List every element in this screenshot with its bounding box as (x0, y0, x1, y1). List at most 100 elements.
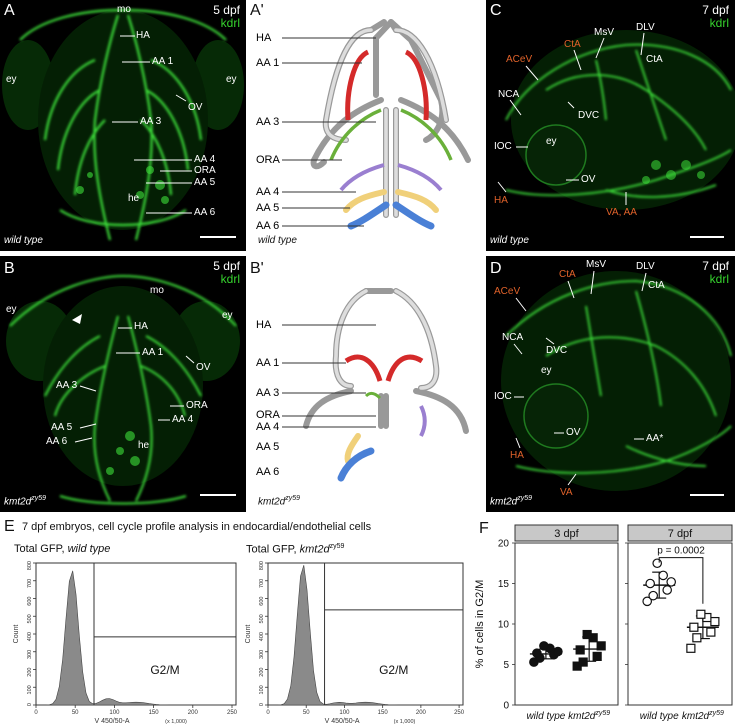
label-ov: OV (581, 174, 596, 185)
panel-letter: A' (250, 2, 264, 19)
data-point (658, 570, 668, 581)
x-category-label: kmt2dzy59 (568, 710, 610, 722)
label-cta-orange: CtA (564, 39, 581, 50)
y-tick-label: 500 (27, 614, 33, 623)
panel-b-vessels (6, 274, 240, 505)
label-cta: CtA (648, 280, 665, 291)
data-point (592, 651, 602, 661)
panel-f-scatter: F % of cells in G2/M 3 dpf 0 5 10 15 20 wild ty… (465, 515, 735, 727)
panel-c-vessels (505, 30, 735, 210)
y-tick-label: 20 (498, 539, 510, 550)
facet-3dpf: 3 dpf 0 5 10 15 20 wild type kmt2dzy59 (498, 524, 619, 722)
panel-letter: E (4, 518, 15, 535)
schematic-vessels-mutant (282, 288, 469, 482)
data-point (696, 609, 706, 619)
label-ov: OV (188, 102, 203, 113)
label-ora: ORA (256, 409, 280, 421)
x-tick-label: 200 (188, 710, 199, 716)
label-ora: ORA (186, 400, 208, 411)
label-mo: mo (150, 285, 164, 296)
data-point (689, 622, 699, 632)
x-tick-label: 100 (109, 710, 120, 716)
series-3dpf-wt (529, 641, 563, 667)
label-ioc: IOC (494, 141, 512, 152)
x-axis-label: V 450/50-A (325, 718, 360, 725)
y-tick-label: 10 (498, 620, 510, 631)
histogram-right-title: Total GFP, kmt2dzy59 (246, 543, 345, 556)
x-category-sup: zy59 (594, 710, 610, 717)
genotype-label: kmt2dzy59 (4, 494, 47, 507)
scale-bar (200, 236, 236, 238)
label-va-aa: VA, AA (606, 207, 637, 218)
label-msv: MsV (586, 259, 606, 270)
label-mo: mo (117, 4, 131, 15)
x-category-sup: zy59 (708, 710, 724, 717)
y-tick-label: 800 (259, 561, 265, 570)
x-tick-label: 250 (227, 710, 238, 716)
y-tick-label: 5 (503, 660, 509, 671)
label-ha: HA (136, 30, 150, 41)
label-aa1: AA 1 (142, 347, 164, 358)
y-tick-label: 0 (259, 703, 265, 706)
genotype-label: wild type (490, 235, 529, 246)
label-ey-right: ey (226, 74, 237, 85)
x-tick-label: 150 (149, 710, 160, 716)
x-category-label: kmt2dzy59 (682, 710, 724, 722)
label-aa6: AA 6 (256, 220, 280, 232)
label-aa5: AA 5 (51, 422, 73, 433)
label-aa1: AA 1 (256, 57, 280, 69)
histogram-area (268, 565, 463, 706)
schematic-vessels-wt (282, 19, 471, 230)
label-dvc: DVC (546, 345, 568, 356)
series-3dpf-mut (572, 629, 606, 671)
data-point (645, 578, 655, 589)
data-point (553, 646, 563, 657)
y-tick-label: 100 (27, 685, 33, 694)
x-axis-label: V 450/50-A (94, 718, 129, 725)
panel-b-prime-schematic: B' HA AA 1 AA 3 ORA AA 4 AA 5 AA 6 kmt2d… (246, 256, 484, 512)
y-tick-label: 200 (27, 668, 33, 677)
genotype-label: kmt2dzy59 (258, 494, 301, 507)
label-ioc: IOC (494, 391, 512, 402)
label-nca: NCA (502, 332, 524, 343)
y-tick-label: 200 (259, 668, 265, 677)
genotype-label: wild type (258, 235, 297, 246)
label-ey-left: ey (6, 74, 17, 85)
data-point (582, 629, 592, 640)
label-aa4: AA 4 (256, 421, 280, 433)
label-aa3: AA 3 (256, 116, 280, 128)
genotype-label: kmt2dzy59 (490, 494, 533, 507)
x-tick-label: 50 (303, 710, 310, 716)
facet-header (514, 524, 619, 542)
label-aa4: AA 4 (256, 186, 280, 198)
label-ov: OV (566, 427, 581, 438)
panel-e-flow-cytometry: E 7 dpf embryos, cell cycle profile anal… (0, 515, 465, 727)
panel-a-vessels (2, 8, 244, 241)
y-tick-label: 0 (503, 701, 509, 712)
label-aa5: AA 5 (256, 441, 280, 453)
x-tick-label: 50 (72, 710, 79, 716)
y-tick-label: 400 (259, 632, 265, 641)
scale-bar (690, 236, 724, 238)
facet-7dpf: 7 dpf wild type kmt2dzy59 (625, 524, 733, 722)
x-tick-label: 200 (416, 710, 427, 716)
data-point (648, 590, 658, 601)
x-category-label: wild type (526, 711, 565, 722)
y-axis-label: Count (13, 625, 20, 644)
facet-header (627, 524, 733, 542)
label-ey-right: ey (222, 310, 233, 321)
data-point (710, 616, 720, 627)
panel-b-micrograph: B 5 dpf kdrl mo ey ey HA AA 1 OV AA 3 ORA… (0, 256, 246, 512)
label-ha: HA (510, 450, 524, 461)
stage-label: 5 dpf kdrl (213, 259, 240, 286)
y-axis-label: Count (245, 625, 252, 644)
label-aa3: AA 3 (140, 116, 162, 127)
significance-bracket: p = 0.0002 (657, 546, 705, 604)
data-point (706, 627, 716, 637)
label-aa6: AA 6 (46, 436, 68, 447)
label-he: he (138, 440, 150, 451)
stage-label: 7 dpf kdrl (702, 3, 729, 30)
label-msv: MsV (594, 27, 614, 38)
histogram-area (36, 570, 236, 706)
label-ov: OV (196, 362, 211, 373)
